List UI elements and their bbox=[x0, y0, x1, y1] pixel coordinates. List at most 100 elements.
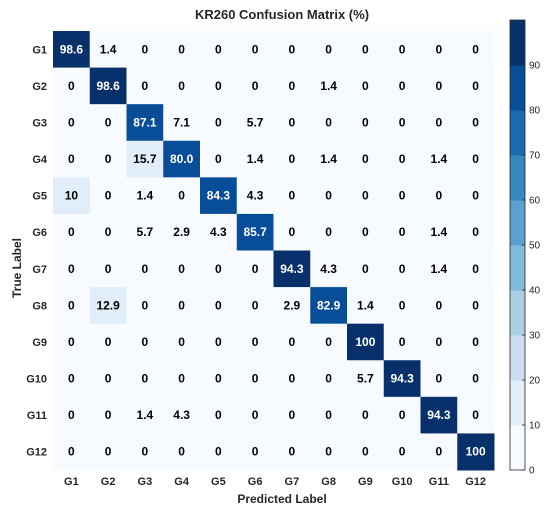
heatmap-cell-G9-G2 bbox=[89, 323, 127, 361]
heatmap-cell-G5-G12 bbox=[457, 177, 495, 215]
cell-value-label: 0 bbox=[289, 445, 296, 459]
cell-value-label: 87.1 bbox=[133, 115, 157, 129]
heatmap-cell-G12-G1 bbox=[53, 433, 91, 471]
heatmap-cells bbox=[53, 31, 495, 471]
heatmap-cell-G1-G3 bbox=[126, 31, 164, 69]
cell-value-label: 15.7 bbox=[133, 152, 157, 166]
cell-value-label: 0 bbox=[178, 189, 185, 203]
heatmap-cell-G9-G12 bbox=[457, 323, 495, 361]
cell-value-label: 0 bbox=[436, 298, 443, 312]
cell-value-label: 5.7 bbox=[357, 372, 374, 386]
colorbar-segment bbox=[510, 155, 525, 201]
heatmap-cell-G2-G10 bbox=[383, 67, 421, 105]
heatmap-cell-G3-G4 bbox=[163, 104, 201, 142]
cell-value-label: 0 bbox=[215, 42, 222, 56]
heatmap-cell-G8-G6 bbox=[236, 287, 274, 325]
heatmap-cell-G10-G5 bbox=[200, 360, 238, 398]
heatmap-cell-G6-G4 bbox=[163, 213, 201, 251]
heatmap-cell-G3-G10 bbox=[383, 104, 421, 142]
heatmap-cell-G10-G8 bbox=[310, 360, 348, 398]
heatmap-cell-G8-G4 bbox=[163, 287, 201, 325]
heatmap-cell-G1-G11 bbox=[420, 31, 458, 69]
heatmap-cell-G1-G12 bbox=[457, 31, 495, 69]
cell-value-label: 0 bbox=[178, 262, 185, 276]
cell-value-label: 0 bbox=[362, 42, 369, 56]
cell-value-label: 100 bbox=[466, 445, 486, 459]
cell-value-label: 0 bbox=[472, 189, 479, 203]
cell-value-label: 0 bbox=[68, 408, 75, 422]
heatmap-cell-G6-G10 bbox=[383, 213, 421, 251]
cell-value-label: 0 bbox=[362, 115, 369, 129]
cell-value-label: 98.6 bbox=[60, 42, 84, 56]
heatmap-cell-G4-G7 bbox=[273, 140, 311, 178]
cell-value-label: 0 bbox=[289, 372, 296, 386]
cell-value-label: 0 bbox=[215, 79, 222, 93]
cell-value-label: 0 bbox=[215, 335, 222, 349]
heatmap-cell-G2-G11 bbox=[420, 67, 458, 105]
cell-value-label: 0 bbox=[252, 372, 259, 386]
x-tick-label: G9 bbox=[358, 476, 373, 488]
x-tick-label: G7 bbox=[285, 476, 300, 488]
cell-value-label: 0 bbox=[399, 408, 406, 422]
cell-value-label: 0 bbox=[289, 225, 296, 239]
heatmap-cell-G12-G5 bbox=[200, 433, 238, 471]
cell-value-label: 0 bbox=[68, 262, 75, 276]
colorbar-segment bbox=[510, 245, 525, 291]
heatmap-cell-G8-G5 bbox=[200, 287, 238, 325]
cell-value-label: 0 bbox=[399, 335, 406, 349]
heatmap-cell-G12-G11 bbox=[420, 433, 458, 471]
cell-value-label: 0 bbox=[289, 115, 296, 129]
heatmap-cell-G6-G3 bbox=[126, 213, 164, 251]
cell-value-label: 0 bbox=[105, 225, 112, 239]
cell-value-label: 0 bbox=[472, 115, 479, 129]
cell-value-label: 0 bbox=[178, 445, 185, 459]
heatmap-cell-G1-G8 bbox=[310, 31, 348, 69]
colorbar-tick-label: 10 bbox=[529, 421, 541, 432]
heatmap-cell-G10-G2 bbox=[89, 360, 127, 398]
heatmap-cell-G12-G6 bbox=[236, 433, 274, 471]
heatmap-cell-G5-G5 bbox=[200, 177, 238, 215]
cell-value-label: 0 bbox=[436, 372, 443, 386]
heatmap-cell-G10-G11 bbox=[420, 360, 458, 398]
x-tick-label: G1 bbox=[64, 476, 79, 488]
cell-value-label: 0 bbox=[68, 225, 75, 239]
heatmap-cell-G2-G6 bbox=[236, 67, 274, 105]
heatmap-cell-G6-G9 bbox=[347, 213, 385, 251]
heatmap-cell-G9-G7 bbox=[273, 323, 311, 361]
cell-value-label: 0 bbox=[399, 42, 406, 56]
y-tick-label: G2 bbox=[32, 81, 47, 93]
heatmap-cell-G12-G10 bbox=[383, 433, 421, 471]
heatmap-cell-G11-G6 bbox=[236, 396, 274, 434]
cell-value-label: 0 bbox=[252, 408, 259, 422]
y-tick-label: G7 bbox=[32, 264, 47, 276]
heatmap-cell-G4-G10 bbox=[383, 140, 421, 178]
heatmap-cell-G8-G12 bbox=[457, 287, 495, 325]
heatmap-cell-G4-G2 bbox=[89, 140, 127, 178]
heatmap-cell-G9-G10 bbox=[383, 323, 421, 361]
heatmap-cell-G10-G7 bbox=[273, 360, 311, 398]
y-tick-label: G9 bbox=[32, 337, 47, 349]
heatmap-cell-G11-G11 bbox=[420, 396, 458, 434]
cell-value-label: 1.4 bbox=[357, 298, 374, 312]
cell-value-label: 85.7 bbox=[243, 225, 267, 239]
heatmap-cell-G9-G8 bbox=[310, 323, 348, 361]
heatmap-cell-G11-G9 bbox=[347, 396, 385, 434]
cell-value-label: 0 bbox=[68, 335, 75, 349]
heatmap-cell-G10-G12 bbox=[457, 360, 495, 398]
cell-value-label: 100 bbox=[355, 335, 375, 349]
cell-value-label: 0 bbox=[325, 335, 332, 349]
heatmap-cell-G3-G3 bbox=[126, 104, 164, 142]
cell-value-label: 0 bbox=[142, 372, 149, 386]
heatmap-cell-G3-G7 bbox=[273, 104, 311, 142]
cell-value-label: 0 bbox=[325, 445, 332, 459]
heatmap-cell-G8-G10 bbox=[383, 287, 421, 325]
y-tick-label: G10 bbox=[26, 374, 47, 386]
heatmap-cell-G12-G4 bbox=[163, 433, 201, 471]
heatmap-cell-G5-G1 bbox=[53, 177, 91, 215]
cell-value-label: 0 bbox=[252, 79, 259, 93]
cell-value-label: 0 bbox=[142, 262, 149, 276]
heatmap-cell-G3-G8 bbox=[310, 104, 348, 142]
cell-value-label: 0 bbox=[178, 298, 185, 312]
heatmap-cell-G10-G6 bbox=[236, 360, 274, 398]
cell-value-label: 0 bbox=[472, 79, 479, 93]
